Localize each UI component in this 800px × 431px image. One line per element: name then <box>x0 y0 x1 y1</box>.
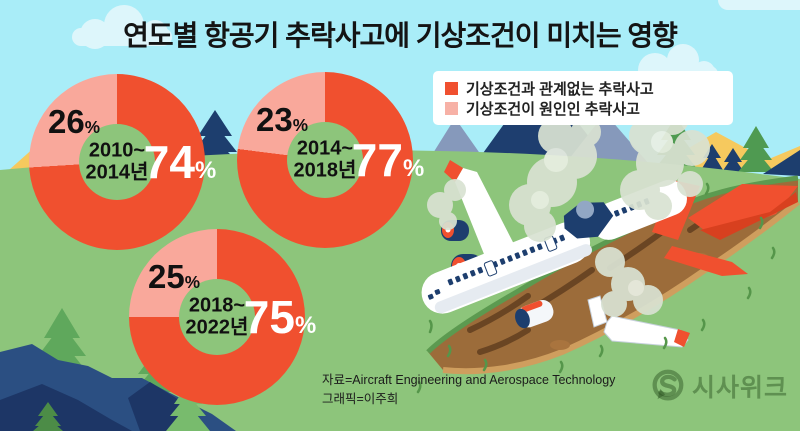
label-weather-caused-pct: 23% <box>256 101 308 138</box>
smoke-highlights <box>531 131 673 296</box>
donut-hole <box>179 279 255 355</box>
pine-tree-shape <box>701 144 723 170</box>
label-period: 2010~ 2014년 <box>85 139 149 183</box>
source-line: 자료=Aircraft Engineering and Aerospace Te… <box>322 373 616 387</box>
trench-edge-light <box>442 199 800 375</box>
label-weather-unrelated-pct: 75% <box>243 291 317 343</box>
smoke-plume <box>427 179 466 230</box>
label-period: 2018~ 2022년 <box>185 294 249 338</box>
debris <box>576 200 595 219</box>
donut-chart-2014-2018: 23% 2014~ 2018년 77% <box>237 72 424 248</box>
trench-edge-shadow <box>426 175 799 354</box>
pine-tree-shape <box>33 402 63 431</box>
graphic-credit-line: 그래픽=이주희 <box>322 391 399 406</box>
ridge-shape <box>763 150 800 176</box>
label-weather-caused-pct: 25% <box>148 258 200 295</box>
grass-tufts <box>416 182 776 394</box>
page-title: 연도별 항공기 추락사고에 기상조건이 미치는 영향 <box>123 20 678 51</box>
donut-hole <box>287 122 363 198</box>
donut-hole <box>79 124 155 200</box>
break-hole <box>563 202 614 239</box>
sisaweek-watermark: 시사위크 <box>648 367 788 405</box>
sisaweek-logo-icon <box>652 369 684 401</box>
legend-swatch-pink <box>445 101 458 115</box>
wing-tip <box>444 160 463 182</box>
pine-tree-shape <box>722 148 744 172</box>
engine <box>515 300 554 329</box>
legend-item-weather: 기상조건이 원인인 추락사고 <box>445 98 721 118</box>
donut-chart-2018-2022: 25% 2018~ 2022년 75% <box>129 229 316 405</box>
legend-item-no-weather: 기상조건과 관계없는 추락사고 <box>445 78 721 98</box>
door <box>483 260 498 277</box>
pine-tree-shape <box>738 126 774 172</box>
label-weather-unrelated-pct: 74% <box>143 136 217 188</box>
dirt-chunk <box>550 340 570 350</box>
legend-label: 기상조건이 원인인 추락사고 <box>466 100 640 118</box>
tail-stabilizer-shade <box>700 192 798 240</box>
rock-shape <box>0 384 132 431</box>
cloud-icon <box>718 0 800 10</box>
cloud-icon <box>72 5 172 49</box>
legend: 기상조건과 관계없는 추락사고 기상조건이 원인인 추락사고 <box>433 71 733 125</box>
label-weather-caused-pct: 26% <box>48 103 100 140</box>
wing <box>455 168 517 264</box>
source-credit: 자료=Aircraft Engineering and Aerospace Te… <box>322 371 615 409</box>
legend-label: 기상조건과 관계없는 추락사고 <box>466 80 654 98</box>
pine-tree-shape <box>166 384 210 431</box>
label-weather-unrelated-pct: 77% <box>351 134 425 186</box>
label-period: 2014~ 2018년 <box>293 137 357 181</box>
smoke-plume <box>620 101 710 220</box>
tail-stabilizer <box>688 184 798 236</box>
watermark-text: 시사위크 <box>692 374 789 402</box>
donut-chart-2010-2014: 26% 2010~ 2014년 74% <box>29 74 216 250</box>
tail-fin-lower <box>664 246 748 276</box>
broken-wing-tip <box>674 329 690 347</box>
legend-swatch-red <box>445 81 458 95</box>
